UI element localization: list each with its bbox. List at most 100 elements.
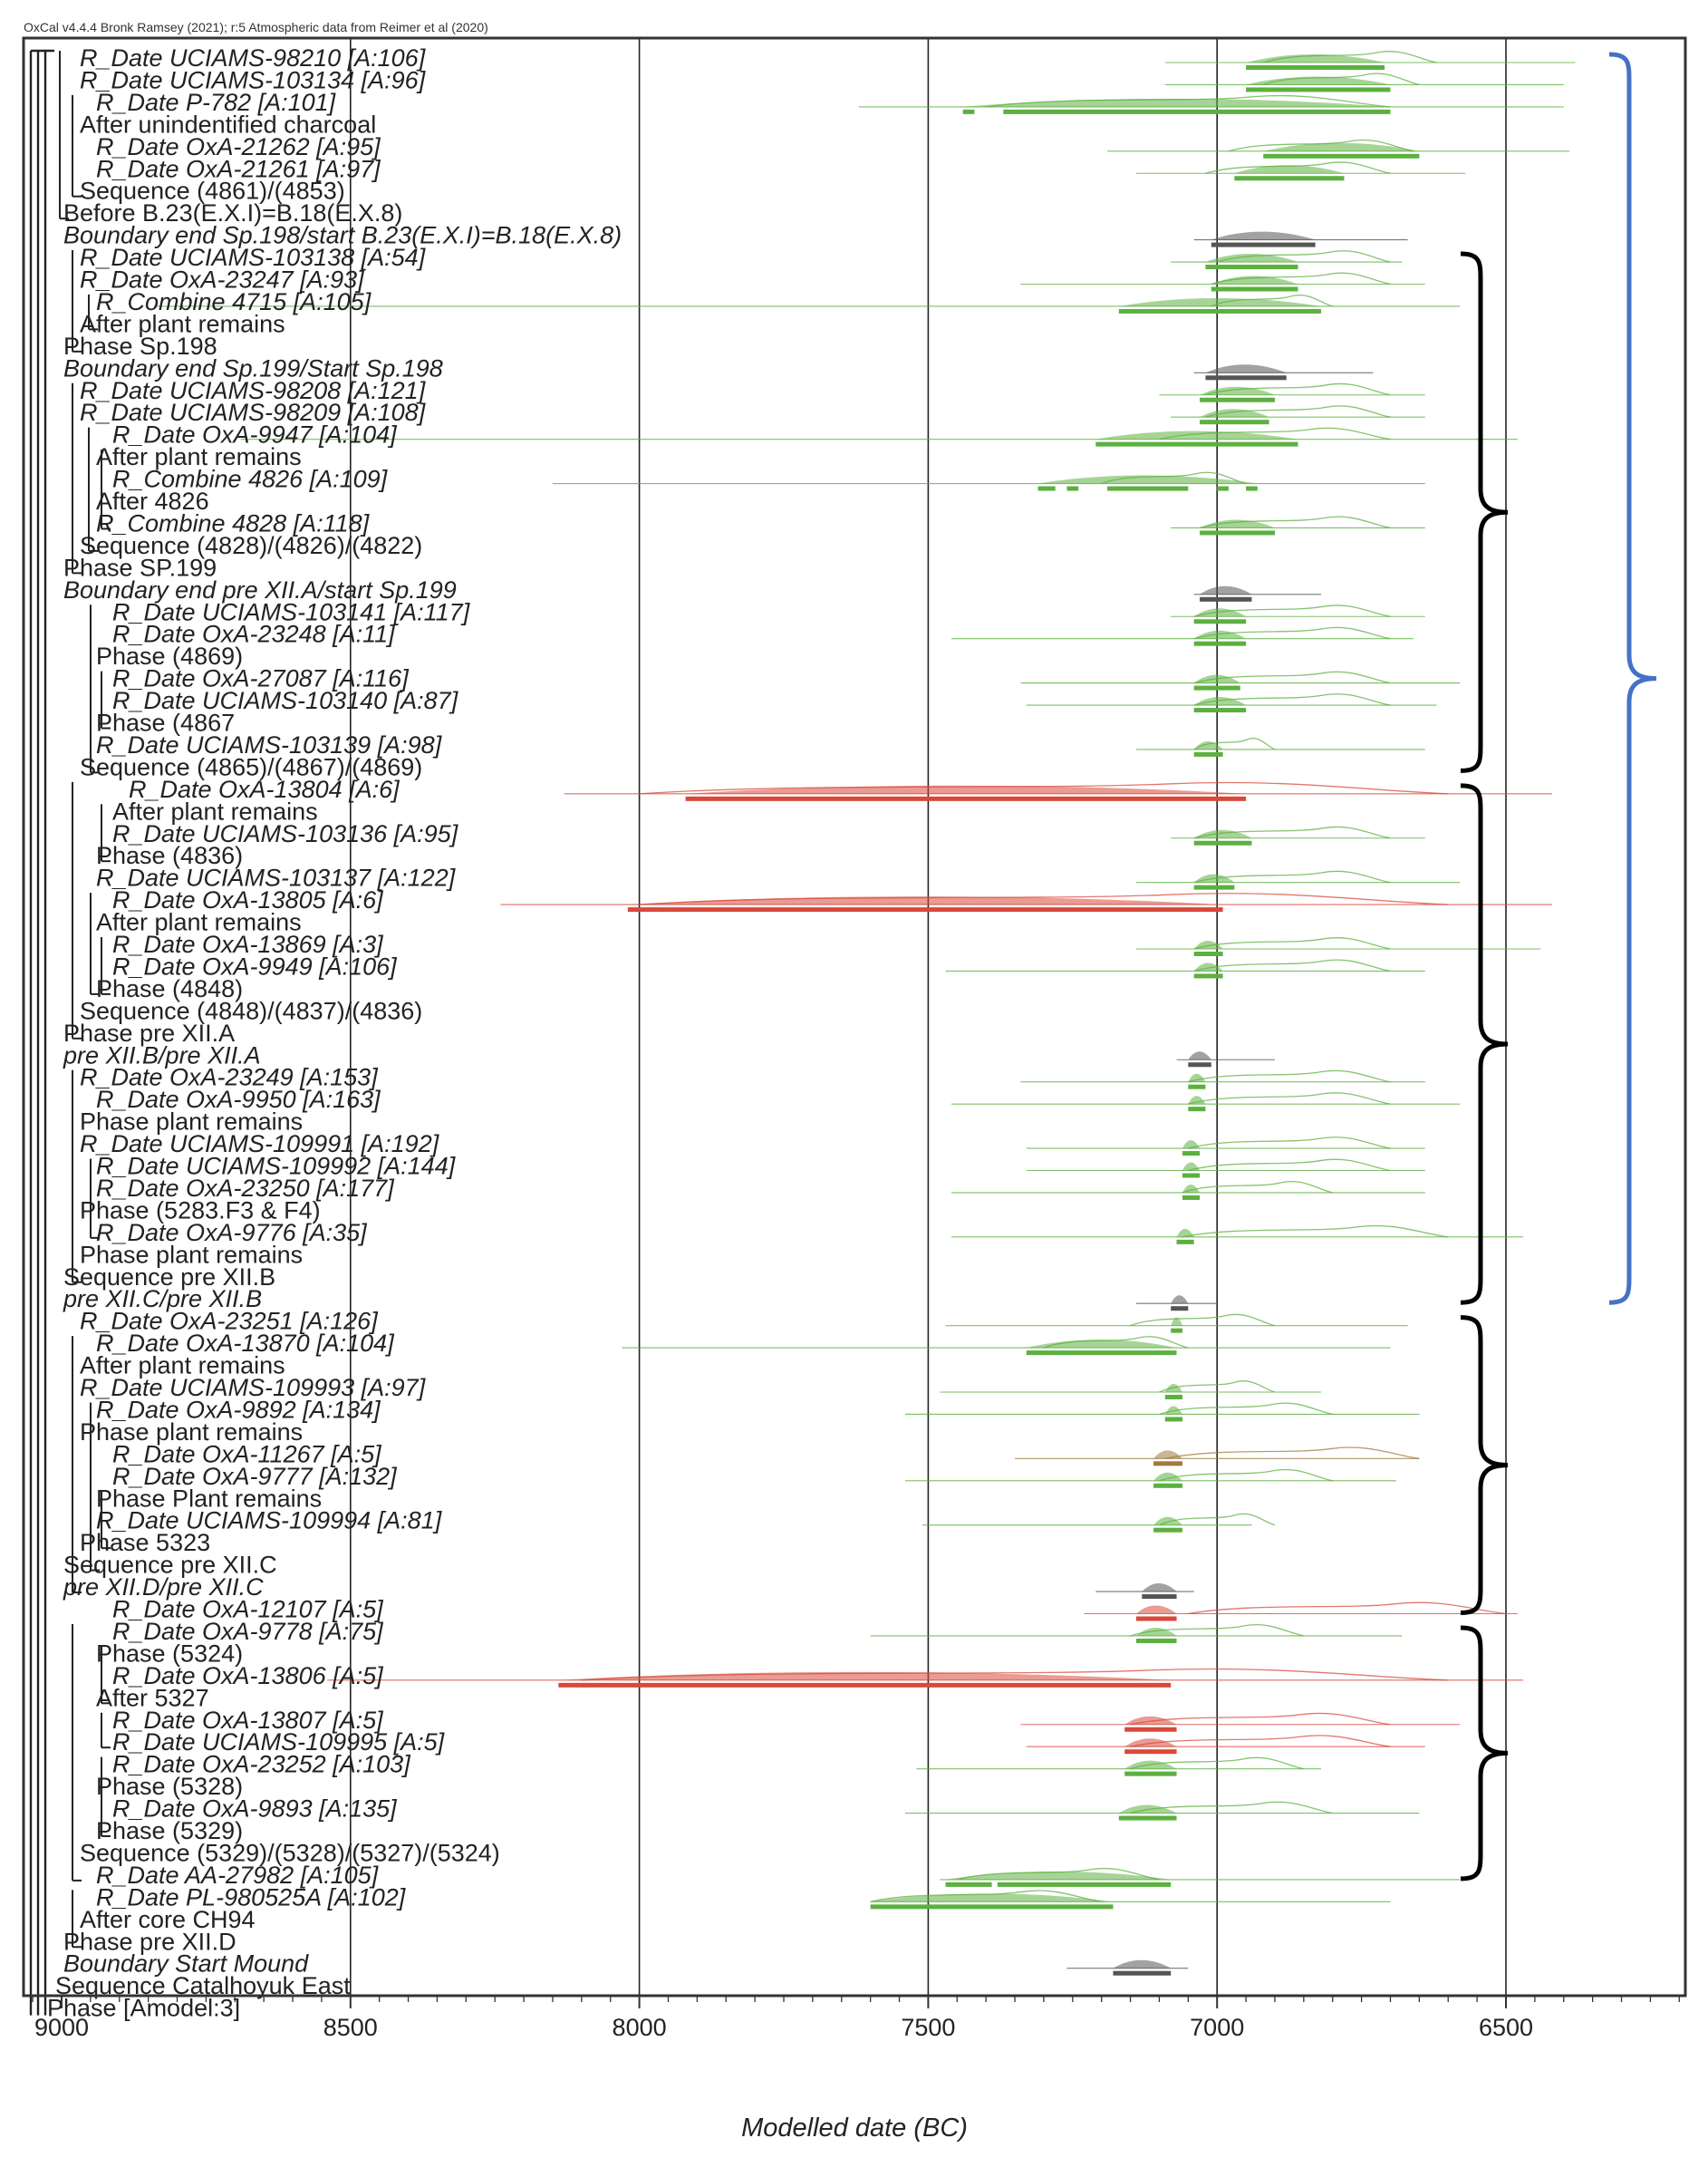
row-label: R_Date OxA-21261 [A:97] (96, 155, 381, 182)
prior-curve (1130, 1801, 1333, 1814)
row-label: R_Date PL-980525A [A:102] (96, 1883, 407, 1911)
posterior-range-bar (1193, 619, 1247, 624)
row-label: R_Date OxA-21262 [A:95] (96, 133, 381, 160)
oxcal-header: OxCal v4.4.4 Bronk Ramsey (2021); r:5 At… (24, 20, 488, 34)
posterior-distribution (1153, 1516, 1182, 1525)
prior-curve (1193, 937, 1391, 950)
row-label: After plant remains (96, 443, 302, 470)
curly-brace (1460, 251, 1509, 773)
posterior-range-bar (1193, 952, 1223, 956)
row-label: R_Combine 4826 [A:109] (112, 466, 389, 493)
row-label: Sequence pre XII.C (63, 1552, 277, 1579)
posterior-distribution (1200, 386, 1275, 395)
row-label: Phase (5329) (96, 1817, 243, 1844)
row-label: R_Date OxA-13807 [A:5] (112, 1707, 384, 1734)
x-tick-label: 9000 (34, 2014, 89, 2041)
posterior-range-bar (1205, 375, 1287, 381)
row-label: Phase (4836) (96, 842, 243, 869)
posterior-distribution (1188, 1096, 1206, 1105)
prior-curve (1205, 161, 1391, 174)
plot-frame (22, 36, 1687, 1998)
x-tick-label: 7500 (901, 2014, 955, 2041)
row-label: R_Date UCIAMS-103141 [A:117] (112, 598, 471, 625)
prior-curve (1130, 1735, 1391, 1747)
row-label: R_Date OxA-9893 [A:135] (112, 1795, 398, 1823)
posterior-distribution (1182, 1162, 1201, 1171)
prior-curve (1228, 139, 1414, 152)
row-label: R_Date OxA-23248 [A:11] (112, 621, 396, 648)
row-label: R_Date OxA-23251 [A:126] (80, 1308, 379, 1335)
row-label: Phase plant remains (80, 1418, 303, 1446)
posterior-distribution (1193, 740, 1223, 750)
row-label: R_Date UCIAMS-109993 [A:97] (80, 1374, 427, 1401)
row-label: pre XII.B/pre XII.A (63, 1041, 261, 1069)
row-label: R_Date UCIAMS-98208 [A:121] (80, 377, 427, 404)
row-label: Phase (4848) (96, 975, 243, 1002)
posterior-distribution (1124, 1716, 1177, 1725)
row-label: R_Date UCIAMS-109995 [A:5] (112, 1728, 446, 1756)
posterior-range-bar (1182, 1195, 1201, 1200)
row-label: Phase SP.199 (63, 554, 217, 581)
row-label: Before B.23(E.X.I)=B.18(E.X.8) (63, 199, 402, 227)
prior-curve (1193, 959, 1391, 972)
posterior-distribution (1176, 1228, 1194, 1237)
posterior-range-bar (1171, 1306, 1189, 1311)
posterior-distribution (1193, 674, 1240, 683)
row-label: R_Date AA-27982 [A:105] (96, 1862, 380, 1889)
row-label: Phase plant remains (80, 1108, 303, 1136)
row-label: R_Date UCIAMS-98209 [A:108] (80, 399, 427, 426)
posterior-distribution (1124, 1760, 1177, 1769)
prior-curve (1182, 1224, 1449, 1238)
prior-curve (1188, 1137, 1391, 1149)
row-label: Phase (4867 (96, 710, 235, 737)
curly-brace (1460, 783, 1509, 1305)
posterior-range-bar (1193, 708, 1247, 713)
row-label: Phase plant remains (80, 1241, 303, 1268)
posterior-distribution (1246, 54, 1385, 63)
posterior-range-bar (1200, 596, 1252, 602)
row-label: R_Date OxA-13805 [A:6] (112, 886, 384, 914)
prior-curve (1159, 1402, 1333, 1416)
posterior-range-bar (685, 796, 1247, 801)
posterior-distribution (1153, 1450, 1182, 1459)
posterior-range-bar (1193, 885, 1235, 890)
curly-brace (1608, 52, 1657, 1305)
curly-brace (1460, 1315, 1509, 1615)
posterior-range-bar (1193, 751, 1223, 757)
prior-curve (1164, 1446, 1420, 1459)
distributions (154, 51, 1576, 1976)
row-label: Phase (4869) (96, 643, 243, 670)
posterior-distribution (1037, 475, 1258, 484)
posterior-distribution (1188, 1051, 1211, 1060)
row-label: R_Date OxA-23249 [A:153] (80, 1064, 379, 1091)
posterior-distribution (962, 98, 1391, 107)
row-label: R_Date UCIAMS-103137 [A:122] (96, 865, 457, 892)
posterior-range-bar (1234, 176, 1345, 181)
model-structure-lines (29, 49, 111, 2016)
x-tick-label: 8000 (613, 2014, 667, 2041)
prior-curve (1188, 1069, 1391, 1083)
posterior-distribution (1026, 1340, 1177, 1349)
row-label: R_Date OxA-9892 [A:134] (96, 1396, 381, 1423)
row-label: R_Date OxA-9950 [A:163] (96, 1086, 381, 1113)
posterior-distribution (558, 1671, 1172, 1680)
x-tick-label: 7000 (1190, 2014, 1244, 2041)
row-label: Phase (5328) (96, 1773, 243, 1800)
row-label: R_Date OxA-11267 [A:5] (112, 1440, 382, 1467)
row-label: Phase 5323 (80, 1529, 210, 1556)
posterior-range-bar (1135, 1638, 1177, 1643)
posterior-distribution (1095, 430, 1298, 440)
posterior-range-bar (1193, 641, 1247, 646)
posterior-distribution (1118, 297, 1321, 306)
posterior-range-bar (1095, 441, 1298, 447)
posterior-range-bar (945, 1882, 992, 1887)
posterior-range-bar (1124, 1771, 1177, 1776)
posterior-range-bar (1164, 1417, 1182, 1422)
posterior-range-bar (1118, 308, 1321, 314)
row-label: R_Date OxA-13804 [A:6] (129, 776, 400, 803)
row-label: Sequence (5329)/(5328)/(5327)/(5324) (80, 1839, 500, 1866)
posterior-distribution (1193, 963, 1223, 972)
posterior-range-bar (1211, 286, 1298, 292)
posterior-range-bar (1153, 1483, 1182, 1488)
row-label: R_Date OxA-27087 [A:116] (112, 665, 410, 692)
